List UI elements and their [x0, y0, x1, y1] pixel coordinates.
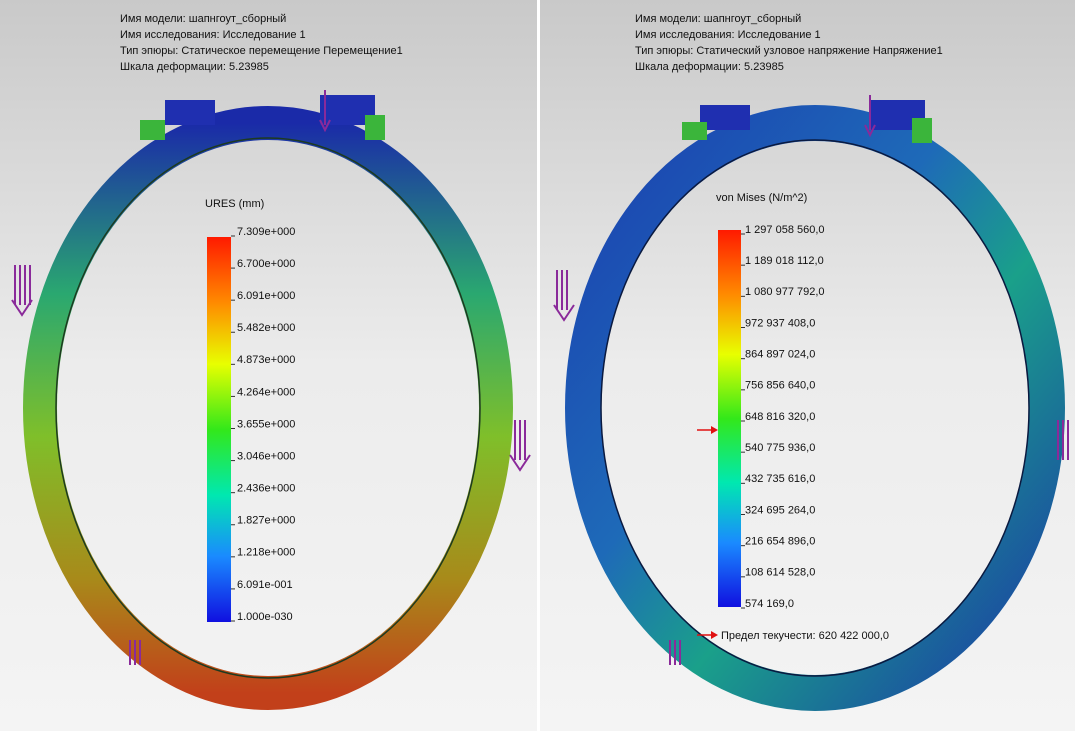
legend-label: 6.091e+000 — [237, 290, 295, 302]
header-line: Имя исследования: Исследование 1 — [635, 29, 821, 41]
legend-label: 324 695 264,0 — [745, 504, 815, 516]
legend-label: 3.046e+000 — [237, 450, 295, 462]
legend-label: 864 897 024,0 — [745, 349, 815, 361]
legend-label: 7.309e+000 — [237, 226, 295, 238]
header-line: Имя модели: шапнгоут_сборный — [120, 13, 286, 25]
header-line: Имя модели: шапнгоут_сборный — [635, 13, 801, 25]
color-scale — [207, 237, 231, 622]
color-scale — [718, 230, 741, 607]
yield-label: Предел текучести: 620 422 000,0 — [721, 630, 889, 642]
header-line: Шкала деформации: 5.23985 — [635, 61, 784, 73]
legend-label: 216 654 896,0 — [745, 536, 815, 548]
legend-label: 6.091e-001 — [237, 579, 293, 591]
legend-label: 1 189 018 112,0 — [745, 255, 824, 267]
legend-label: 4.264e+000 — [237, 386, 295, 398]
legend-label: 1.827e+000 — [237, 515, 295, 527]
legend-label: 2.436e+000 — [237, 483, 295, 495]
legend-label: 648 816 320,0 — [745, 411, 815, 423]
legend-title: von Mises (N/m^2) — [716, 192, 807, 204]
legend-label: 5.482e+000 — [237, 322, 295, 334]
legend-label: 1.000e-030 — [237, 611, 293, 623]
legend-label: 4.873e+000 — [237, 354, 295, 366]
legend-label: 3.655e+000 — [237, 418, 295, 430]
legend-title: URES (mm) — [205, 198, 264, 210]
header-line: Имя исследования: Исследование 1 — [120, 29, 306, 41]
legend-label: 108 614 528,0 — [745, 567, 815, 579]
legend-label: 756 856 640,0 — [745, 380, 815, 392]
legend-label: 1 080 977 792,0 — [745, 286, 825, 298]
legend-label: 6.700e+000 — [237, 258, 295, 270]
header-line: Шкала деформации: 5.23985 — [120, 61, 269, 73]
legend-label: 432 735 616,0 — [745, 473, 815, 485]
header-line: Тип эпюры: Статическое перемещение Перем… — [120, 45, 403, 57]
legend-label: 972 937 408,0 — [745, 317, 815, 329]
header-line: Тип эпюры: Статический узловое напряжени… — [635, 45, 943, 57]
legend-label: 574 169,0 — [745, 598, 794, 610]
legend-label: 1.218e+000 — [237, 547, 295, 559]
divider — [537, 0, 540, 731]
legend-label: 1 297 058 560,0 — [745, 224, 825, 236]
screenshot: Имя модели: шапнгоут_сборный Имя исследов… — [0, 0, 1075, 731]
legend-label: 540 775 936,0 — [745, 442, 815, 454]
